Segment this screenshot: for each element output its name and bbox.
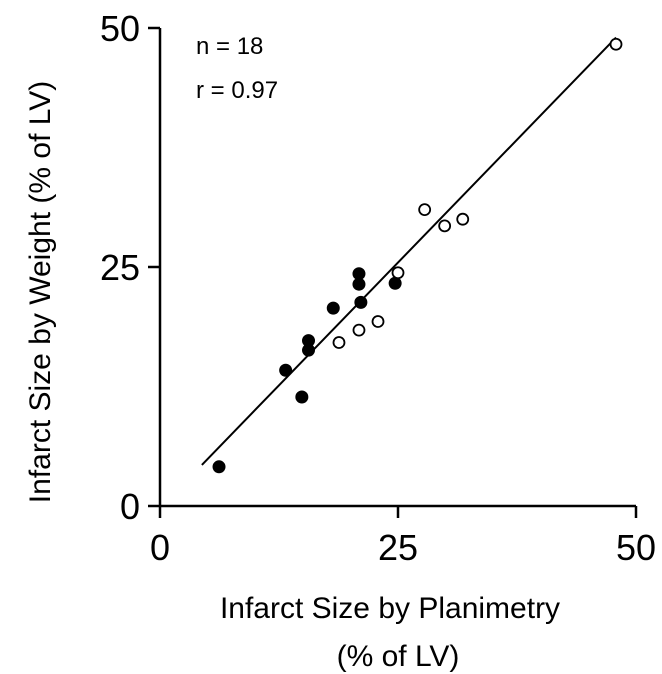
filled-data-point: [295, 390, 309, 404]
y-tick-label: 25: [100, 247, 140, 288]
y-tick-label: 50: [100, 8, 140, 49]
x-tick-label: 0: [150, 527, 170, 568]
x-tick-label: 25: [378, 527, 418, 568]
filled-data-point: [352, 277, 366, 291]
filled-data-point: [326, 301, 340, 315]
filled-data-point: [302, 343, 316, 357]
filled-data-point: [212, 460, 226, 474]
open-data-point: [438, 219, 452, 233]
annotation-r: r = 0.97: [196, 77, 278, 104]
open-data-point: [352, 323, 366, 337]
y-tick-label: 0: [120, 486, 140, 527]
x-tick-label: 50: [616, 527, 656, 568]
x-axis-title-line1: Infarct Size by Planimetry: [220, 592, 560, 625]
x-axis-title-line2: (% of LV): [337, 640, 460, 673]
filled-data-point: [354, 295, 368, 309]
filled-data-point: [279, 363, 293, 377]
filled-data-point: [388, 276, 402, 290]
regression: [201, 36, 617, 466]
open-data-point: [456, 212, 470, 226]
open-data-point: [391, 266, 405, 280]
regression-line: [201, 36, 617, 466]
open-data-point: [332, 336, 346, 349]
open-data-point: [371, 315, 385, 328]
tick-labels: 0 25 50 0 25 50: [100, 8, 656, 568]
y-axis-title: Infarct Size by Weight (% of LV): [24, 81, 57, 503]
data-points: [212, 37, 623, 474]
open-data-point: [609, 37, 623, 51]
annotation-n: n = 18: [196, 33, 263, 60]
ticks: [148, 26, 638, 518]
open-data-point: [418, 203, 432, 217]
